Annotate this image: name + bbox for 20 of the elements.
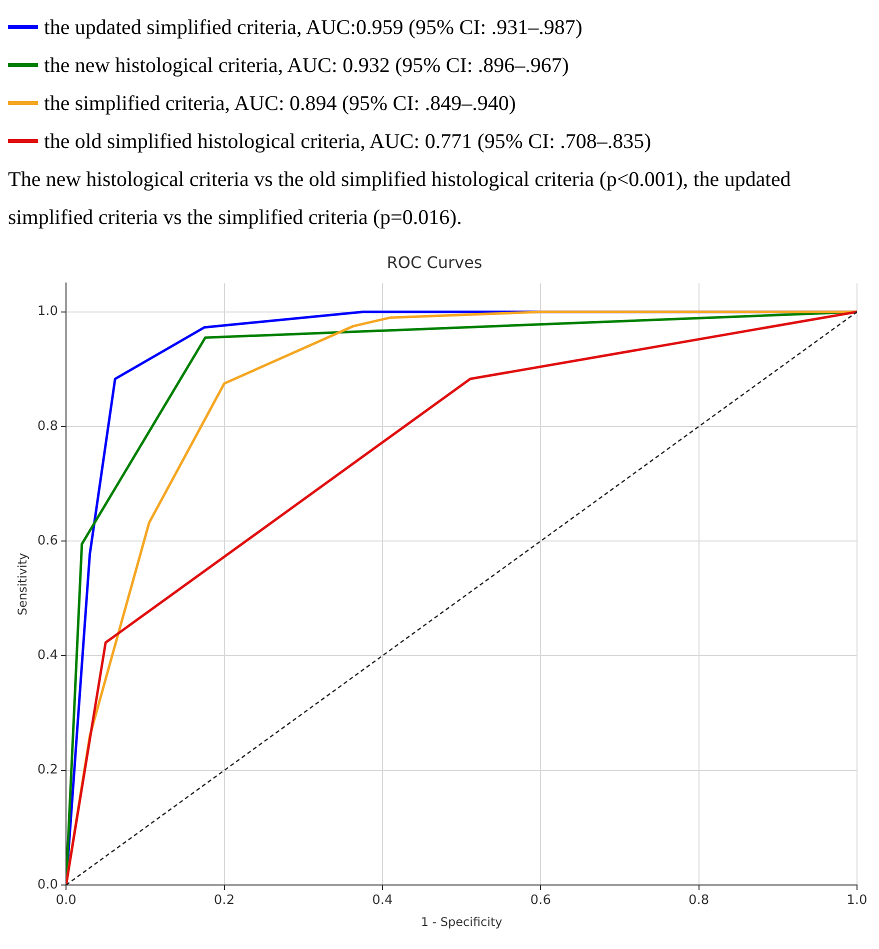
y-tick-label: 0.4 <box>37 648 58 664</box>
x-tick-label: 0.6 <box>530 893 551 908</box>
x-tick-label: 0.2 <box>214 893 235 908</box>
chart-title: ROC Curves <box>386 252 482 272</box>
y-tick-label: 0.8 <box>37 418 58 434</box>
x-tick-label: 1.0 <box>846 893 868 908</box>
y-tick-label: 1.0 <box>37 304 58 320</box>
y-tick-label: 0.2 <box>37 762 58 778</box>
x-tick-label: 0.4 <box>372 893 393 908</box>
x-tick-label: 0.8 <box>688 893 710 908</box>
y-tick-label: 0.0 <box>37 877 58 892</box>
x-tick-label: 0.0 <box>56 893 76 908</box>
legend-label: the updated simplified criteria, AUC:0.959 (95% CI: .931–.987) <box>44 14 582 41</box>
y-tick-label: 0.6 <box>37 533 58 548</box>
legend-label: the old simplified histological criteria, AUC: 0.771 (95% CI: .708–.835) <box>44 128 652 155</box>
y-axis-title: Sensitivity <box>15 552 30 616</box>
x-axis-title: 1 - Specificity <box>420 914 502 929</box>
legend-label: the simplified criteria, AUC: 0.894 (95% CI: .849–.940) <box>44 90 516 117</box>
legend-label: the new histological criteria, AUC: 0.932 (95% CI: .896–.967) <box>44 52 569 79</box>
text: The new histological criteria vs the old simplified histological criteria (p<0.001), the updated simplified criteria vs the simplified criteria (p=0.016). <box>8 166 792 231</box>
